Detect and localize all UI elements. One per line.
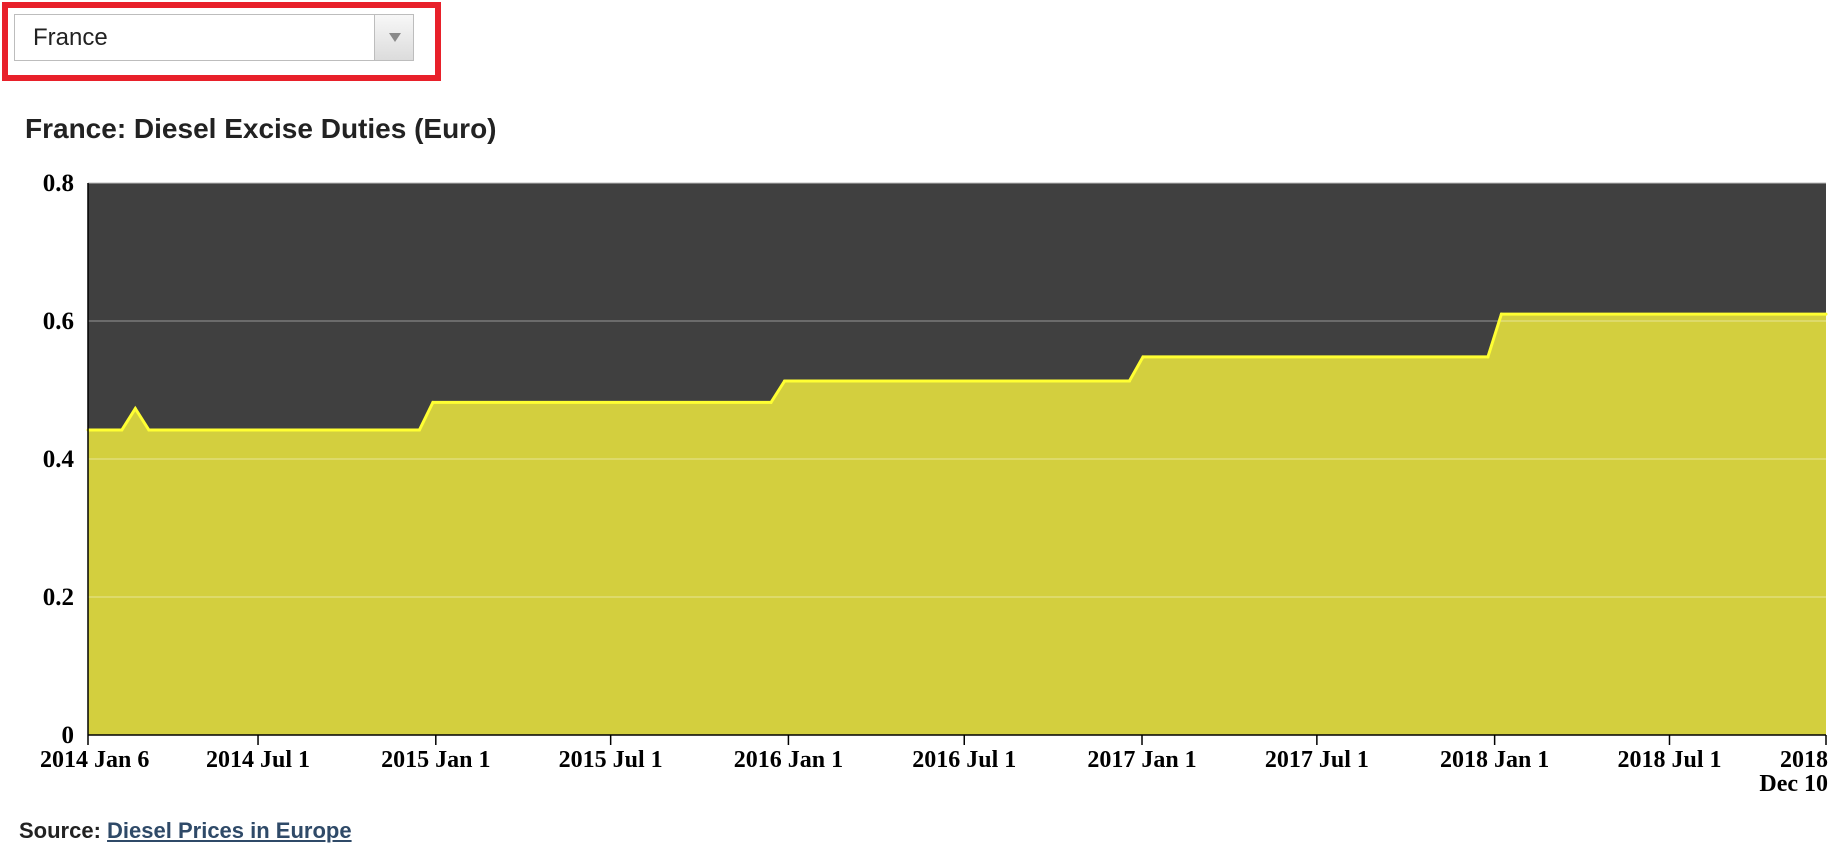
x-tick-label: 2018 Jul 1 [1617,747,1721,773]
country-dropdown[interactable]: France [14,14,414,61]
dropdown-button[interactable] [374,15,413,60]
source-line: Source: Diesel Prices in Europe [19,818,352,844]
diesel-excise-chart: 2014 Jan 6 2014 Jul 1 2015 Jan 1 2015 Jul 1… [40,170,1828,797]
data-point [1486,355,1490,359]
x-tick-label: Dec 10 [1759,771,1828,797]
x-tick-label: 2018 Jan 1 [1440,747,1549,773]
selector-highlight-box [2,2,441,81]
source-link[interactable]: Diesel Prices in Europe [107,818,352,843]
data-point [417,428,421,432]
data-point [1127,379,1131,383]
source-label: Source: [19,818,101,843]
chevron-down-icon [389,33,401,42]
data-point [1141,355,1145,359]
series-area [88,314,1826,735]
data-point [147,428,151,432]
y-tick-label: 0 [62,722,75,749]
y-tick-label: 0.6 [43,308,74,335]
x-tick-label: 2017 Jan 1 [1087,747,1196,773]
y-tick-label: 0.4 [43,446,75,473]
y-tick-label: 0.8 [43,170,74,197]
data-point [783,379,787,383]
x-tick-label: 2014 Jul 1 [206,747,310,773]
data-point [120,428,124,432]
x-tick-label: 2014 Jan 6 [40,747,149,773]
data-point [769,400,773,404]
x-tick-label: 2015 Jul 1 [559,747,663,773]
data-point [1499,312,1503,316]
x-tick-label: 2018 [1780,747,1828,773]
x-tick-label: 2016 Jul 1 [912,747,1016,773]
x-tick-label: 2016 Jan 1 [734,747,843,773]
x-tick-label: 2015 Jan 1 [381,747,490,773]
chart-title: France: Diesel Excise Duties (Euro) [25,113,497,144]
x-tick-label: 2017 Jul 1 [1265,747,1369,773]
data-point [1824,312,1828,316]
data-point [133,407,137,411]
country-dropdown-value: France [33,24,108,51]
data-point [431,400,435,404]
y-tick-label: 0.2 [43,584,74,611]
